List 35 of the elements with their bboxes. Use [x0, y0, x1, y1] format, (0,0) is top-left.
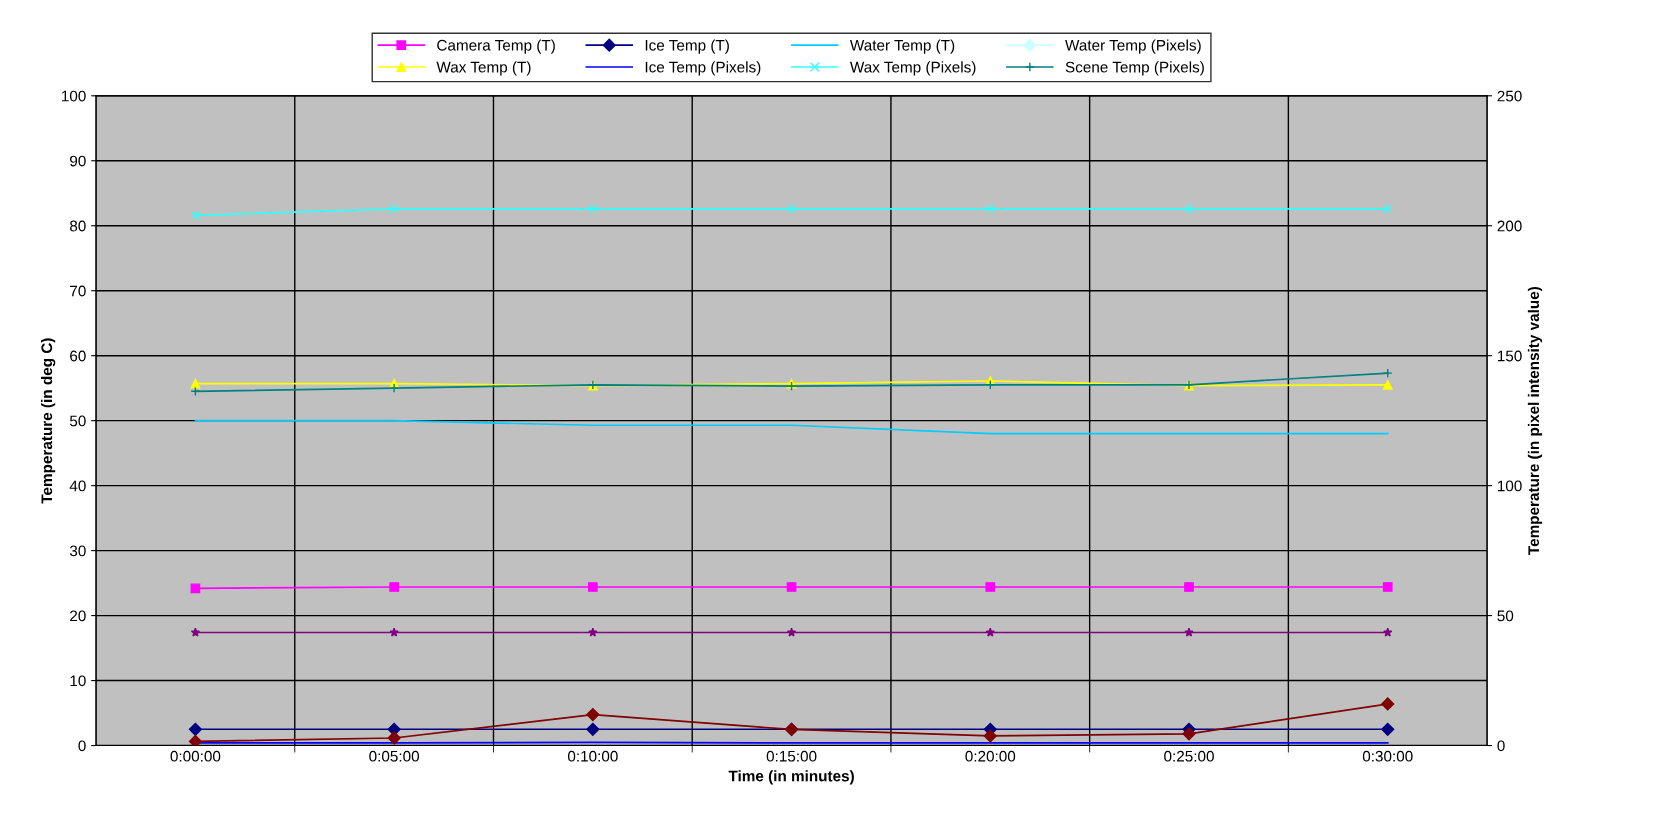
legend-label: Ice Temp (Pixels) [645, 61, 761, 76]
x-axis-title: Time (in minutes) [728, 770, 854, 785]
y2-tick-label: 100 [1497, 480, 1522, 492]
x-tick-label: 0:20:00 [965, 750, 1016, 762]
y2-tick-label: 50 [1497, 610, 1514, 622]
legend-label: Wax Temp (T) [436, 61, 531, 76]
legend-label: Camera Temp (T) [437, 39, 555, 54]
y-tick-label: 80 [70, 220, 86, 232]
y2-tick-label: 250 [1497, 90, 1522, 102]
legend-label: Water Temp (Pixels) [1065, 39, 1201, 54]
y-tick-label: 50 [69, 415, 86, 427]
y-tick-label: 100 [62, 90, 86, 102]
x-tick-label: 0:15:00 [766, 750, 817, 762]
y-tick-label: 60 [70, 350, 86, 362]
y-tick-label: 0 [78, 740, 86, 752]
y-tick-label: 90 [70, 155, 86, 167]
y-axis-title: Temperature (in deg C) [40, 338, 56, 504]
x-tick-label: 0:10:00 [567, 750, 618, 762]
legend-label: Scene Temp (Pixels) [1065, 61, 1204, 76]
y2-tick-label: 0 [1497, 740, 1505, 752]
legend-label: Wax Temp (Pixels) [849, 61, 976, 76]
y-tick-label: 70 [70, 285, 86, 297]
x-tick-label: 0:30:00 [1362, 750, 1413, 762]
x-tick-label: 0:00:00 [170, 750, 221, 762]
y2-tick-label: 200 [1497, 220, 1522, 232]
y-tick-label: 20 [70, 610, 86, 622]
y-tick-label: 30 [69, 545, 86, 557]
y2-axis-title: Temperature (in pixel intensity value) [1527, 286, 1543, 555]
y2-tick-label: 150 [1497, 350, 1522, 362]
legend-label: Water Temp (T) [849, 39, 955, 54]
x-tick-label: 0:25:00 [1164, 750, 1214, 762]
y-tick-label: 40 [69, 480, 86, 492]
legend-label: Ice Temp (T) [645, 39, 729, 54]
y-tick-label: 10 [70, 675, 86, 687]
x-tick-label: 0:05:00 [369, 750, 420, 762]
